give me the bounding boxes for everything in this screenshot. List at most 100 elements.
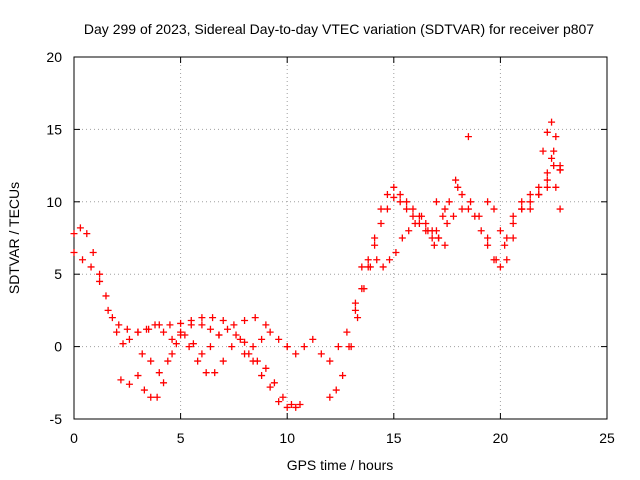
data-point [464,205,472,213]
data-point [172,340,180,348]
data-point [439,212,447,220]
data-point [309,335,317,343]
data-point [398,234,406,242]
data-point [115,321,123,329]
data-point [556,162,564,170]
y-tick-label: 20 [46,49,62,65]
series-sat-k [484,154,564,242]
x-tick-label: 20 [493,430,509,446]
data-point [371,234,379,242]
data-point [484,241,492,249]
data-point [509,220,517,228]
data-point [70,248,78,256]
data-point [386,256,394,264]
data-point [405,227,413,235]
data-point [185,343,193,351]
data-point [518,198,526,206]
data-point [326,393,334,401]
data-point [160,379,168,387]
data-point [102,292,110,300]
data-point [432,227,440,235]
data-point [317,350,325,358]
data-point [364,256,372,264]
data-point [275,335,283,343]
data-point [164,357,172,365]
data-point [396,198,404,206]
data-point [526,205,534,213]
data-point [543,183,551,191]
data-point [189,340,197,348]
series-sat-l [539,118,564,170]
data-point [535,183,543,191]
data-point [287,401,295,409]
data-point [409,205,417,213]
data-point [83,230,91,238]
data-point [432,198,440,206]
data-point [134,372,142,380]
data-point [119,340,127,348]
data-point [339,372,347,380]
data-point [96,277,104,285]
data-point [550,147,558,155]
data-point [160,328,168,336]
data-point [543,128,551,136]
data-point [89,248,97,256]
data-point [177,319,185,327]
data-point [449,212,457,220]
data-point [443,220,451,228]
data-point [198,350,206,358]
x-tick-label: 0 [70,430,78,446]
data-point [292,403,300,411]
data-point [441,241,449,249]
data-point [219,317,227,325]
data-point [351,306,359,314]
data-point [194,357,202,365]
data-point [228,343,236,351]
data-point [279,393,287,401]
data-point [296,401,304,409]
data-point [219,357,227,365]
data-point [270,379,278,387]
data-point [153,393,161,401]
data-point [151,321,159,329]
data-point [87,263,95,271]
data-point [198,314,206,322]
data-point [251,314,259,322]
data-point [535,191,543,199]
data-point [104,306,112,314]
data-point [283,343,291,351]
data-point [113,328,121,336]
data-point [168,350,176,358]
data-point [249,343,257,351]
data-point [187,321,195,329]
data-point [501,241,509,249]
data-point [134,328,142,336]
data-point [430,241,438,249]
data-point [467,198,475,206]
data-point [241,317,249,325]
data-point [123,325,131,333]
series-sat-a [70,224,270,336]
data-point [300,343,308,351]
data-point [383,205,391,213]
y-axis-label: SDTVAR / TECUs [6,182,22,294]
data-point [477,227,485,235]
data-point [490,205,498,213]
data-point [117,376,125,384]
data-point [403,198,411,206]
data-point [206,343,214,351]
data-point [441,205,449,213]
data-point [518,205,526,213]
axis-ticks [73,56,608,420]
series-sat-e [241,350,304,411]
data-point [96,270,104,278]
data-point [209,314,217,322]
data-point [424,227,432,235]
series-sat-f [283,133,472,365]
data-point [539,147,547,155]
x-tick-label: 15 [386,430,402,446]
data-point [147,393,155,401]
data-point [509,234,517,242]
data-point [166,321,174,329]
data-point [509,212,517,220]
